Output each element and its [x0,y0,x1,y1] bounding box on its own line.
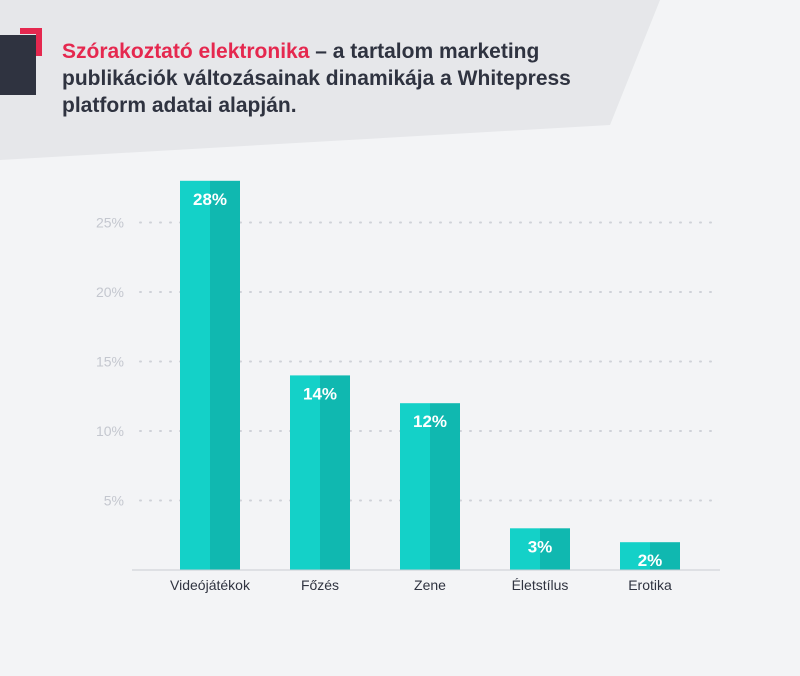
y-tick-label: 10% [96,423,124,439]
bar-shade [430,403,460,570]
chart-title: Szórakoztató elektronika – a tartalom ma… [62,38,622,119]
bar [290,375,320,570]
bar-shade [540,528,570,570]
y-tick-label: 5% [104,493,124,509]
title-highlight: Szórakoztató elektronika [62,40,310,63]
bar [510,528,540,570]
bar [400,403,430,570]
title-rest: – a tartalom marketing publikációk válto… [62,40,571,117]
bar-shade [650,542,680,570]
accent-bracket [36,28,42,56]
y-axis: 5% 10% 15% 20% 25% [96,215,124,509]
data-label: 14% [303,384,337,403]
data-label: 3% [528,537,553,556]
y-tick-label: 15% [96,354,124,370]
bar-shade [210,180,240,571]
data-label: 28% [193,190,227,209]
bar [180,180,210,571]
x-axis: Videójátékok Főzés Zene Életstílus Erotika [132,569,720,593]
bars: 28% 14% 12% 3% 2% [180,180,680,571]
accent-bracket [20,28,42,34]
x-tick-label: Videójátékok [170,577,251,593]
bar-shade [320,375,350,570]
data-label: 2% [638,551,663,570]
header-background [0,0,660,160]
x-tick-label: Főzés [301,577,339,593]
y-tick-label: 25% [96,215,124,231]
y-tick-label: 20% [96,284,124,300]
dark-block [0,35,36,95]
data-label: 12% [413,412,447,431]
x-tick-label: Erotika [628,577,672,593]
x-tick-label: Életstílus [512,577,569,593]
bar [620,542,650,570]
x-tick-label: Zene [414,577,446,593]
